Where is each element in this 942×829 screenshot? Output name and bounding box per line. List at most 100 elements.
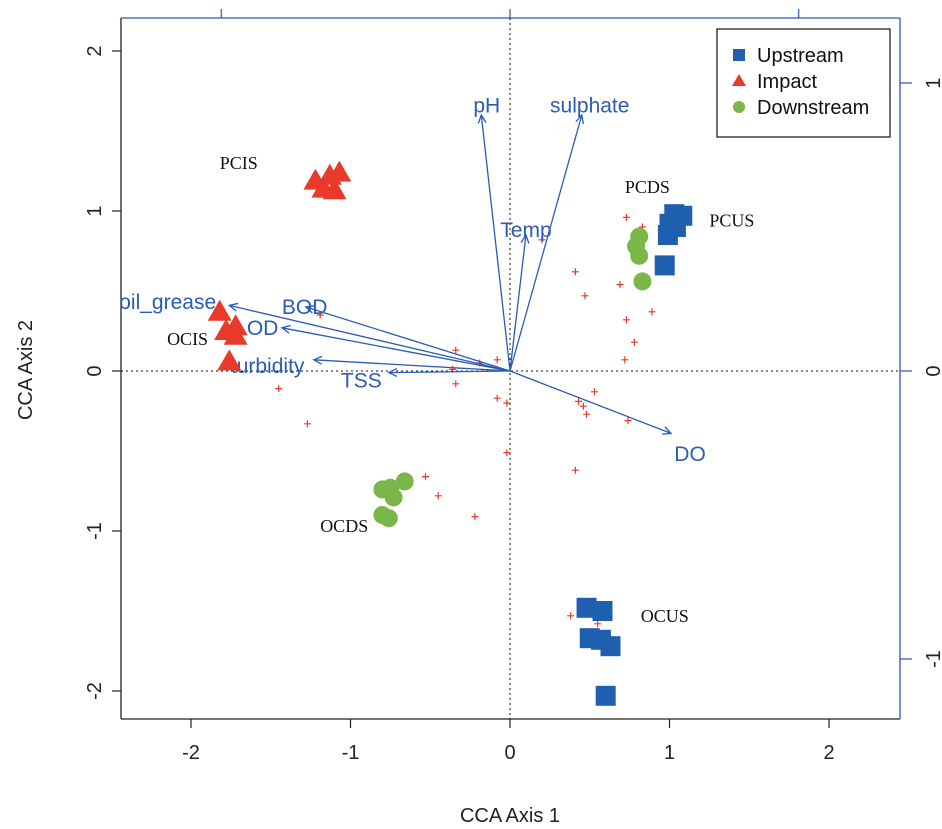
downstream-point: [384, 488, 403, 507]
site-label-ocis: OCIS: [167, 329, 208, 349]
y-tick-label: 1: [84, 205, 106, 216]
species-point: [648, 308, 656, 316]
species-point: [583, 410, 591, 418]
species-point: [581, 292, 589, 300]
vector-arrowhead: [227, 302, 239, 312]
upstream-point: [654, 255, 675, 276]
legend-marker-downstream: [733, 101, 745, 113]
downstream-point: [379, 509, 398, 528]
species-point: [452, 380, 460, 388]
y-tick-label: 2: [84, 45, 106, 56]
right-tick-label: 0: [923, 365, 942, 376]
vector-label-BOD: BOD: [282, 296, 328, 319]
impact-point: [327, 160, 352, 182]
vector-TSS: [388, 370, 511, 374]
species-points-group: [275, 213, 656, 628]
right-tick-label: 1: [923, 77, 942, 88]
site-label-pcis: PCIS: [220, 153, 258, 173]
legend-marker-upstream: [733, 49, 745, 61]
upstream-point: [657, 225, 678, 245]
species-point: [630, 338, 638, 346]
axis-ticks-group: -2 -1 0 1 2 -2 -1 0 1 2 -1 0 1: [84, 9, 942, 764]
vector-BOD: [305, 306, 511, 372]
impact-point: [207, 299, 232, 321]
legend-label-downstream: Downstream: [757, 97, 869, 119]
site-label-pcds: PCDS: [625, 177, 670, 197]
legend-label-upstream: Upstream: [757, 45, 844, 67]
downstream-point: [630, 246, 649, 265]
vector-pH: [480, 114, 511, 372]
upstream-point: [576, 597, 597, 618]
species-point: [316, 311, 324, 319]
vector-DO: [509, 370, 672, 435]
legend-label-impact: Impact: [757, 71, 817, 93]
upstream-point: [595, 685, 616, 706]
x-tick-label: 2: [823, 742, 834, 764]
species-point: [571, 466, 579, 474]
vector-OD: [281, 327, 511, 372]
vector-label-pH: pH: [473, 94, 500, 117]
impact-point: [217, 349, 242, 371]
species-point: [421, 473, 429, 481]
y-tick-label: 0: [84, 365, 106, 376]
impact-point: [322, 178, 347, 200]
vector-arrowhead: [280, 324, 291, 334]
vector-sulphate: [509, 114, 583, 372]
species-point: [503, 449, 511, 457]
species-point: [621, 356, 629, 364]
legend-box: [716, 28, 891, 138]
species-point: [503, 399, 511, 407]
vector-arrowhead: [520, 233, 530, 244]
species-point: [579, 402, 587, 410]
y-axis-title: CCA Axis 2: [15, 320, 37, 420]
species-point: [471, 513, 479, 521]
legend: Upstream Impact Downstream: [716, 28, 891, 138]
vector-arrowhead: [312, 355, 323, 365]
x-tick-label: 0: [504, 742, 515, 764]
right-tick-label: -1: [923, 650, 942, 668]
impact-point: [223, 323, 248, 345]
species-point: [591, 388, 599, 396]
species-point: [275, 385, 283, 393]
vector-label-sulphate: sulphate: [550, 94, 629, 117]
species-point: [594, 620, 602, 628]
species-point: [571, 268, 579, 276]
vector-arrowhead: [477, 113, 487, 124]
species-point: [622, 213, 630, 221]
vector-label-TSS: TSS: [341, 370, 382, 393]
vector-arrowhead: [575, 113, 584, 124]
species-point: [616, 281, 624, 289]
vector-label-oil-grease: oil_grease: [119, 291, 216, 314]
species-point: [624, 417, 632, 425]
vector-arrowhead: [387, 367, 398, 377]
site-label-pcus: PCUS: [709, 211, 754, 231]
x-tick-label: 1: [664, 742, 675, 764]
vector-arrowhead: [304, 305, 315, 314]
upstream-point: [600, 636, 621, 657]
vector-arrowhead: [662, 426, 673, 435]
vector-label-OD: OD: [247, 317, 279, 340]
x-axis-title: CCA Axis 1: [460, 805, 560, 827]
downstream-point: [395, 472, 414, 491]
x-tick-label: -2: [182, 742, 200, 764]
species-point: [575, 397, 583, 405]
species-point: [538, 236, 546, 244]
y-tick-label: -2: [84, 682, 106, 700]
site-label-ocds: OCDS: [320, 516, 368, 536]
vector-oil-grease: [229, 304, 511, 372]
y-tick-label: -1: [84, 522, 106, 540]
species-point: [493, 356, 501, 364]
vector-Temp: [509, 234, 527, 372]
species-point: [303, 420, 311, 428]
species-point: [452, 346, 460, 354]
upstream-point: [592, 601, 613, 621]
vector-label-DO: DO: [674, 443, 706, 466]
downstream-point: [633, 272, 652, 291]
vector-turbidity: [313, 359, 511, 372]
legend-marker-impact: [732, 74, 746, 86]
vector-label-Temp: Temp: [500, 219, 551, 242]
vector-label-turbidity: turbidity: [231, 355, 305, 378]
species-point: [434, 492, 442, 500]
